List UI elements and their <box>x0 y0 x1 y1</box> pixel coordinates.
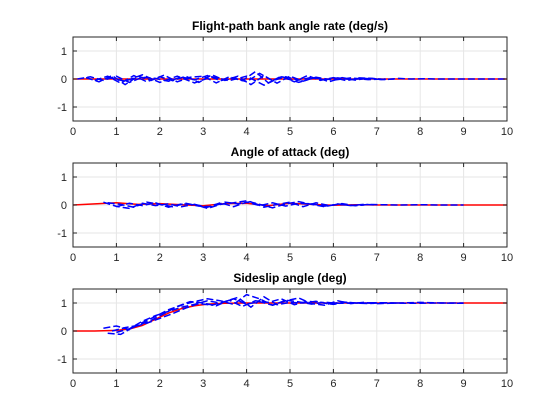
x-tick-label: 1 <box>113 126 119 138</box>
x-tick-label: 8 <box>417 126 423 138</box>
x-tick-label: 2 <box>157 378 163 390</box>
x-tick-label: 6 <box>330 378 336 390</box>
response-line-3 <box>116 201 364 208</box>
x-tick-label: 10 <box>501 126 513 138</box>
x-tick-label: 9 <box>461 378 467 390</box>
y-tick-label: 0 <box>61 200 67 212</box>
y-tick-label: -1 <box>57 354 67 366</box>
x-tick-label: 2 <box>157 126 163 138</box>
response-line-4 <box>116 298 377 334</box>
x-tick-label: 8 <box>417 252 423 264</box>
x-tick-label: 4 <box>244 252 250 264</box>
response-line-4 <box>107 73 386 87</box>
x-tick-label: 9 <box>461 252 467 264</box>
subplot-title: Sideslip angle (deg) <box>233 271 346 285</box>
y-tick-label: 1 <box>61 172 67 184</box>
y-tick-label: -1 <box>57 102 67 114</box>
x-tick-label: 3 <box>200 252 206 264</box>
x-tick-label: 6 <box>330 126 336 138</box>
x-tick-label: 7 <box>374 252 380 264</box>
x-tick-label: 1 <box>113 378 119 390</box>
x-tick-label: 3 <box>200 126 206 138</box>
x-tick-label: 4 <box>244 126 250 138</box>
subplot-title: Angle of attack (deg) <box>231 145 350 159</box>
y-tick-label: 0 <box>61 326 67 338</box>
x-tick-label: 4 <box>244 378 250 390</box>
x-tick-label: 5 <box>287 252 293 264</box>
x-tick-label: 8 <box>417 378 423 390</box>
y-tick-label: -1 <box>57 228 67 240</box>
x-tick-label: 7 <box>374 126 380 138</box>
x-tick-label: 0 <box>70 252 76 264</box>
y-tick-label: 1 <box>61 46 67 58</box>
x-tick-label: 10 <box>501 378 513 390</box>
x-tick-label: 0 <box>70 378 76 390</box>
x-tick-label: 0 <box>70 126 76 138</box>
x-tick-label: 1 <box>113 252 119 264</box>
x-tick-label: 9 <box>461 126 467 138</box>
x-tick-label: 3 <box>200 378 206 390</box>
x-tick-label: 2 <box>157 252 163 264</box>
x-tick-label: 10 <box>501 252 513 264</box>
subplot-title: Flight-path bank angle rate (deg/s) <box>192 19 388 33</box>
y-tick-label: 0 <box>61 74 67 86</box>
x-tick-label: 6 <box>330 252 336 264</box>
x-tick-label: 5 <box>287 378 293 390</box>
y-tick-label: 1 <box>61 298 67 310</box>
response-line-2 <box>107 295 399 336</box>
x-tick-label: 7 <box>374 378 380 390</box>
x-tick-label: 5 <box>287 126 293 138</box>
